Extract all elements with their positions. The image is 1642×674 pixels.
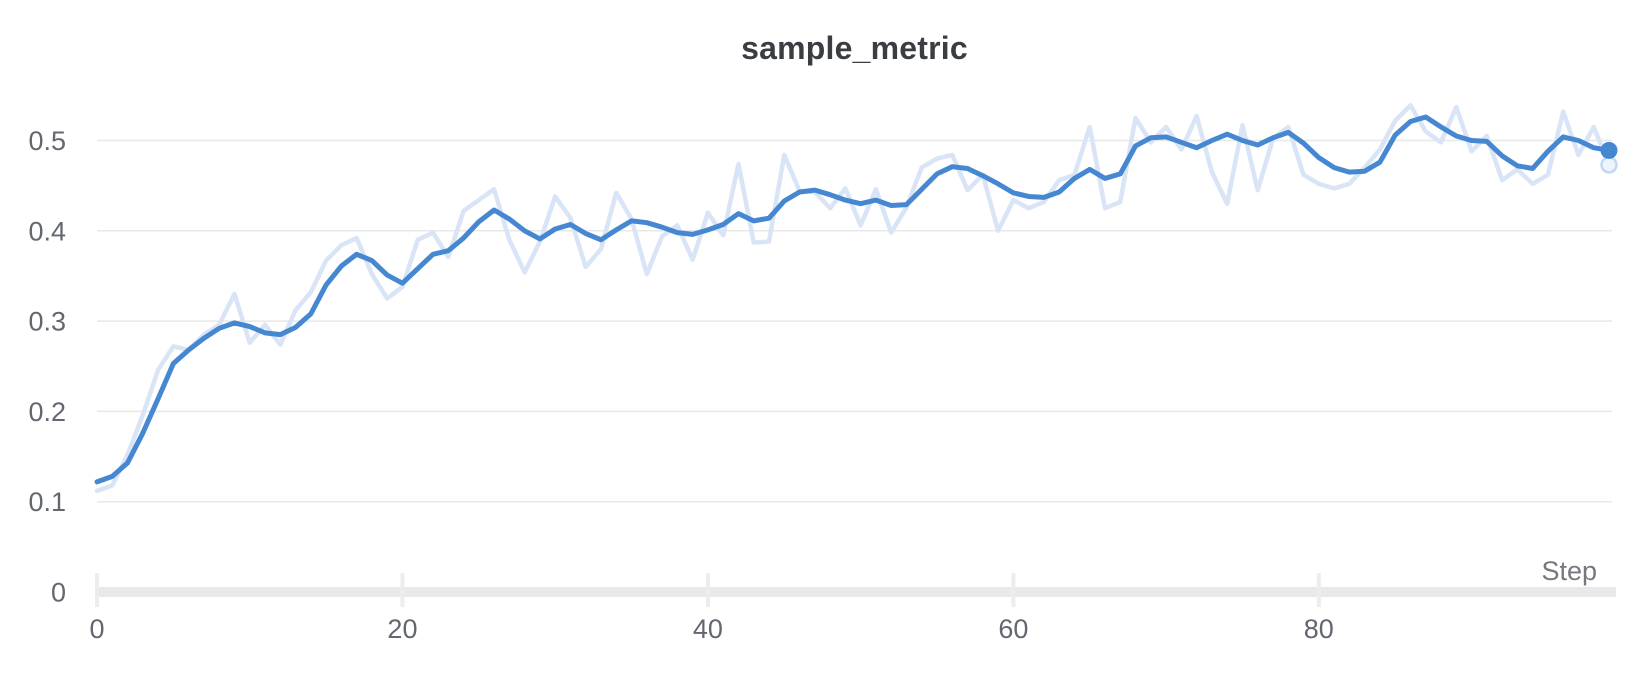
x-tick-label: 40 bbox=[693, 614, 723, 644]
x-tick-label: 60 bbox=[998, 614, 1028, 644]
x-axis-bar bbox=[97, 587, 1616, 597]
y-tick-label: 0.2 bbox=[28, 397, 66, 427]
x-tick-label: 20 bbox=[387, 614, 417, 644]
y-tick-label: 0.4 bbox=[28, 216, 66, 246]
x-axis-title: Step bbox=[1541, 556, 1597, 586]
x-tick-label: 0 bbox=[89, 614, 104, 644]
y-tick-label: 0 bbox=[51, 578, 66, 608]
smoothed-endpoint-dot bbox=[1600, 141, 1618, 159]
chart-title: sample_metric bbox=[741, 30, 968, 66]
smoothed-metric-line bbox=[94, 114, 1612, 485]
x-tick-label: 80 bbox=[1304, 614, 1334, 644]
y-tick-label: 0.3 bbox=[28, 307, 66, 337]
raw-endpoint-ring bbox=[1600, 156, 1618, 174]
y-tick-label: 0.1 bbox=[28, 487, 66, 517]
raw-metric-line bbox=[94, 103, 1612, 494]
y-tick-label: 0.5 bbox=[28, 126, 66, 156]
